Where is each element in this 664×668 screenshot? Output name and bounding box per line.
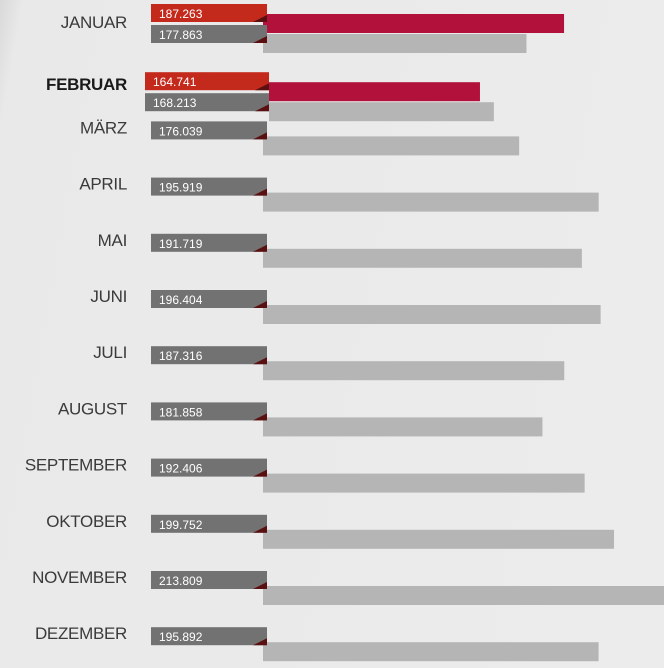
bar-previous-februar [269,102,494,122]
month-label-februar: FEBRUAR [46,75,127,94]
previous-august-value-label: 181.858 [159,405,203,419]
previous-februar-tag [145,93,269,112]
current-februar-tag-corner [255,83,269,91]
previous-september-tag-corner [253,469,267,477]
previous-juni-value-label: 196.404 [159,293,203,307]
month-label-januar: JANUAR [61,13,127,32]
previous-september-tag [151,458,267,477]
month-label-oktober: OKTOBER [46,512,127,531]
previous-februar-value-label: 168.213 [153,96,197,110]
month-label-mai: MAI [98,231,127,250]
current-januar-tag-corner [253,15,267,22]
bar-previous-dezember [263,642,599,662]
previous-mai-tag-corner [253,244,267,252]
previous-november-tag [151,571,267,589]
previous-märz-tag [151,121,267,140]
previous-mai-value-label: 191.719 [159,237,203,251]
previous-april-tag [151,177,267,196]
bar-previous-märz [263,136,520,156]
month-label-april: APRIL [79,175,127,194]
bar-previous-januar [263,34,527,53]
bar-current-februar [269,82,480,102]
previous-oktober-tag [151,514,267,533]
month-label-dezember: DEZEMBER [35,624,127,643]
previous-juli-tag-corner [253,357,267,365]
bar-previous-juni [263,305,601,324]
previous-april-value-label: 195.919 [159,181,203,195]
month-label-september: SEPTEMBER [25,456,127,475]
previous-dezember-value-label: 195.892 [159,630,203,644]
current-januar-value-label: 187.263 [159,7,203,21]
bar-previous-august [263,417,543,437]
previous-januar-value-label: 177.863 [159,28,203,42]
previous-november-value-label: 213.809 [159,574,203,588]
previous-november-tag-corner [253,582,267,589]
previous-januar-tag [151,25,267,43]
current-januar-tag [151,4,267,22]
previous-mai-tag [151,233,267,252]
month-label-märz: MÄRZ [80,118,127,137]
previous-märz-tag-corner [253,132,267,140]
month-label-august: AUGUST [58,399,127,418]
bar-current-januar [263,14,565,33]
previous-dezember-tag [151,627,267,646]
previous-märz-value-label: 176.039 [159,124,203,138]
month-label-juni: JUNI [90,287,127,306]
previous-oktober-tag-corner [253,525,267,533]
bar-previous-september [263,473,585,493]
previous-august-tag-corner [253,413,267,421]
previous-august-tag [151,402,267,421]
previous-dezember-tag-corner [253,638,267,646]
previous-februar-tag-corner [255,104,269,112]
previous-januar-tag-corner [253,36,267,43]
previous-april-tag-corner [253,188,267,196]
bar-previous-oktober [263,529,615,549]
bar-previous-juli [263,361,565,381]
current-februar-value-label: 164.741 [153,75,197,89]
bar-previous-april [263,192,599,212]
previous-juni-tag [151,290,267,308]
month-label-juli: JULI [93,343,127,362]
month-label-november: NOVEMBER [32,568,127,587]
bar-previous-mai [263,248,582,268]
current-februar-tag [145,72,269,91]
previous-juli-tag [151,346,267,365]
previous-juli-value-label: 187.316 [159,349,203,363]
bar-previous-november [263,586,664,605]
previous-september-value-label: 192.406 [159,462,203,476]
previous-juni-tag-corner [253,301,267,308]
previous-oktober-value-label: 199.752 [159,518,203,532]
